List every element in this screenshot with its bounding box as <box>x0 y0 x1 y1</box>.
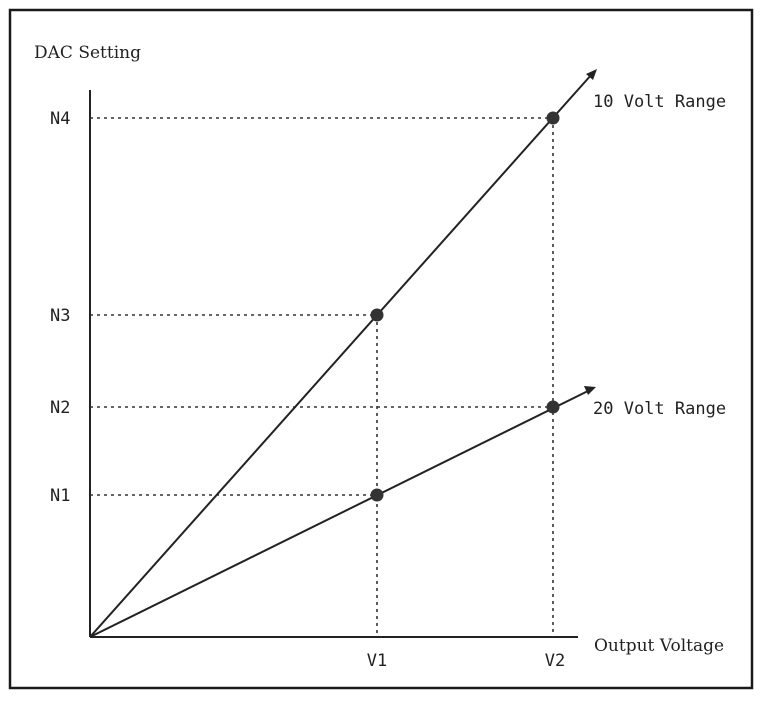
series-line-10v <box>89 73 593 638</box>
point-10v-v1 <box>370 308 384 322</box>
point-20v-v1 <box>370 488 384 502</box>
point-10v-v2 <box>546 111 560 125</box>
arrowhead-20v <box>584 386 596 395</box>
x-tick-label-v2: V2 <box>545 651 565 671</box>
point-20v-v2 <box>546 400 560 414</box>
y-tick-label-n2: N2 <box>50 398 70 418</box>
figure-border <box>8 8 754 690</box>
series-line-20v <box>89 389 591 638</box>
series-label-20v: 20 Volt Range <box>593 399 726 419</box>
x-tick-label-v1: V1 <box>367 651 387 671</box>
x-axis-label: Output Voltage <box>594 636 724 656</box>
arrowhead-10v <box>586 69 597 80</box>
series-label-10v: 10 Volt Range <box>593 92 726 112</box>
y-axis-label: DAC Setting <box>34 43 141 63</box>
y-tick-label-n1: N1 <box>50 486 70 506</box>
y-tick-label-n4: N4 <box>50 109 70 129</box>
y-tick-label-n3: N3 <box>50 306 70 326</box>
